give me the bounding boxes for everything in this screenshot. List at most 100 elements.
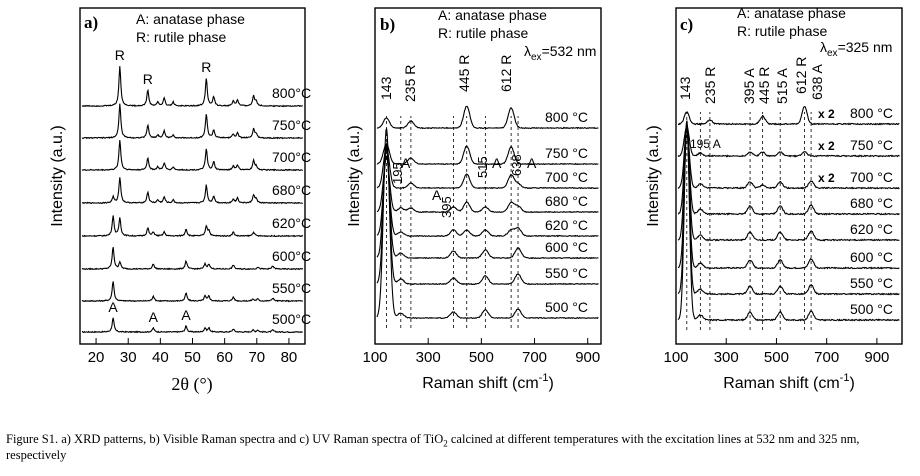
panel-a-annotation-layer: R R R A A A bbox=[108, 47, 211, 325]
panel-a-legend-anatase: A: anatase phase bbox=[136, 11, 245, 27]
series-line-620 bbox=[376, 155, 599, 238]
panel-a-legend-rutile: R: rutile phase bbox=[136, 29, 226, 45]
series-label-620: 620 °C bbox=[850, 221, 893, 237]
series-line-550 bbox=[376, 141, 599, 286]
x-tick-label: 100 bbox=[663, 349, 688, 366]
series-line-620 bbox=[677, 124, 900, 242]
series-line-600 bbox=[376, 146, 599, 260]
panel-b-reference-lines bbox=[386, 116, 519, 328]
series-label-620: 620°C bbox=[272, 215, 311, 231]
series-line-800 bbox=[678, 106, 900, 126]
panel-b-peak-label-638-phase: A bbox=[527, 155, 537, 171]
series-label-680: 680 °C bbox=[545, 193, 588, 209]
panel-a-ylabel: Intensity (a.u.) bbox=[49, 125, 66, 226]
caption-subscript: 2 bbox=[443, 438, 448, 449]
panel-c-xlabel: Raman shift (cm-1) bbox=[723, 372, 855, 392]
series-label-600: 600 °C bbox=[850, 249, 893, 265]
panel-b-peak-label-195: 195 bbox=[390, 162, 405, 184]
series-line-680 bbox=[81, 177, 303, 205]
caption-prefix: Figure S1. a) XRD patterns, b) Visible R… bbox=[6, 432, 444, 446]
panel-b-peak-label-235: 235 R bbox=[402, 65, 418, 102]
series-label-800: 800 °C bbox=[545, 109, 588, 125]
panel-b-visible-raman: b) A: anatase phase R: rutile phase λex=… bbox=[346, 7, 602, 392]
series-line-500 bbox=[376, 128, 599, 320]
panel-b-peak-label-445: 445 R bbox=[456, 55, 472, 92]
series-label-680: 680°C bbox=[272, 182, 311, 198]
series-label-600: 600 °C bbox=[545, 239, 588, 255]
panel-a-x-ticks: 20 30 40 50 60 70 80 bbox=[88, 338, 298, 366]
series-label-700: 700°C bbox=[272, 149, 311, 165]
panel-b-peak-label-395: 395 bbox=[439, 196, 454, 218]
panel-c-peak-label-195: 195 A bbox=[690, 137, 721, 151]
series-label-700: 700 °C bbox=[850, 169, 893, 185]
series-line-600 bbox=[677, 126, 900, 270]
panel-b-peak-label-515-phase: A bbox=[492, 155, 502, 171]
panel-b-peak-label-612: 612 R bbox=[498, 55, 514, 92]
x-tick-label: 500 bbox=[764, 349, 789, 366]
series-label-500: 500 °C bbox=[850, 301, 893, 317]
panel-b-peak-label-143: 143 bbox=[378, 76, 394, 100]
series-label-550: 550 °C bbox=[850, 275, 893, 291]
series-label-500: 500 °C bbox=[545, 299, 588, 315]
panel-c-label: c) bbox=[680, 15, 693, 34]
series-label-750: 750°C bbox=[272, 117, 311, 133]
panel-c-ylabel: Intensity (a.u.) bbox=[645, 125, 662, 226]
series-label-680: 680 °C bbox=[850, 195, 893, 211]
series-label-750: 750 °C bbox=[850, 137, 893, 153]
multiplier-label: x 2 bbox=[818, 107, 835, 121]
series-line-800 bbox=[376, 105, 599, 130]
panel-b-peak-label-395-phase: A bbox=[432, 187, 442, 203]
panel-a-label: a) bbox=[84, 13, 98, 32]
panel-c-peak-label-395: 395 A bbox=[741, 68, 757, 104]
panel-b-excitation: λex=532 nm bbox=[524, 43, 596, 63]
panel-b-x-ticks: 100 300 500 700 900 bbox=[362, 338, 600, 366]
panel-b-legend-anatase: A: anatase phase bbox=[438, 7, 547, 23]
panel-c-excitation: λex=325 nm bbox=[820, 39, 892, 59]
panel-c-peak-label-612: 612 R bbox=[793, 57, 809, 94]
phase-annotation: A bbox=[108, 299, 118, 315]
multiplier-label: x 2 bbox=[818, 139, 835, 153]
series-line-750 bbox=[677, 125, 900, 158]
phase-annotation: A bbox=[149, 309, 159, 325]
series-line-750 bbox=[376, 142, 599, 166]
series-label-620: 620 °C bbox=[545, 217, 588, 233]
panel-c-peak-label-515: 515 A bbox=[774, 68, 790, 104]
x-tick-label: 700 bbox=[522, 349, 547, 366]
panel-b-frame bbox=[374, 7, 602, 345]
x-tick-label: 500 bbox=[469, 349, 494, 366]
series-line-800 bbox=[81, 66, 303, 108]
panel-b-ylabel: Intensity (a.u.) bbox=[346, 125, 363, 226]
x-tick-label: 50 bbox=[184, 349, 201, 366]
panel-c-legend-anatase: A: anatase phase bbox=[737, 5, 846, 21]
series-label-550: 550°C bbox=[272, 280, 311, 296]
panel-c-legend-rutile: R: rutile phase bbox=[737, 23, 827, 39]
x-tick-label: 70 bbox=[248, 349, 265, 366]
phase-annotation: R bbox=[143, 71, 153, 87]
x-tick-label: 40 bbox=[152, 349, 169, 366]
series-label-750: 750 °C bbox=[545, 145, 588, 161]
x-tick-label: 900 bbox=[864, 349, 889, 366]
series-line-700 bbox=[376, 146, 599, 190]
panel-c-x-ticks: 100 300 500 700 900 bbox=[663, 338, 889, 366]
x-tick-label: 80 bbox=[281, 349, 298, 366]
series-label-800: 800°C bbox=[272, 85, 311, 101]
x-tick-label: 100 bbox=[362, 349, 387, 366]
phase-annotation: R bbox=[201, 59, 211, 75]
x-tick-label: 900 bbox=[575, 349, 600, 366]
x-tick-label: 60 bbox=[216, 349, 233, 366]
multiplier-label: x 2 bbox=[818, 171, 835, 185]
series-line-620 bbox=[81, 215, 304, 238]
panel-b-peak-label-195-phase: A bbox=[401, 155, 411, 171]
panel-b-xlabel: Raman shift (cm-1) bbox=[422, 372, 554, 392]
series-label-550: 550 °C bbox=[545, 265, 588, 281]
phase-annotation: R bbox=[115, 47, 125, 63]
series-line-550 bbox=[81, 281, 304, 303]
series-line-500 bbox=[82, 317, 303, 334]
x-tick-label: 300 bbox=[416, 349, 441, 366]
figure-caption: Figure S1. a) XRD patterns, b) Visible R… bbox=[6, 431, 916, 463]
panel-a-xlabel: 2θ (°) bbox=[171, 374, 212, 395]
series-line-700 bbox=[677, 126, 900, 190]
panel-c-peak-label-143: 143 bbox=[677, 76, 693, 100]
series-line-680 bbox=[376, 156, 599, 214]
panel-a-series-layer: 500°C 550°C 600°C 620°C 680°C 700°C 750°C 800°C bbox=[81, 66, 311, 334]
